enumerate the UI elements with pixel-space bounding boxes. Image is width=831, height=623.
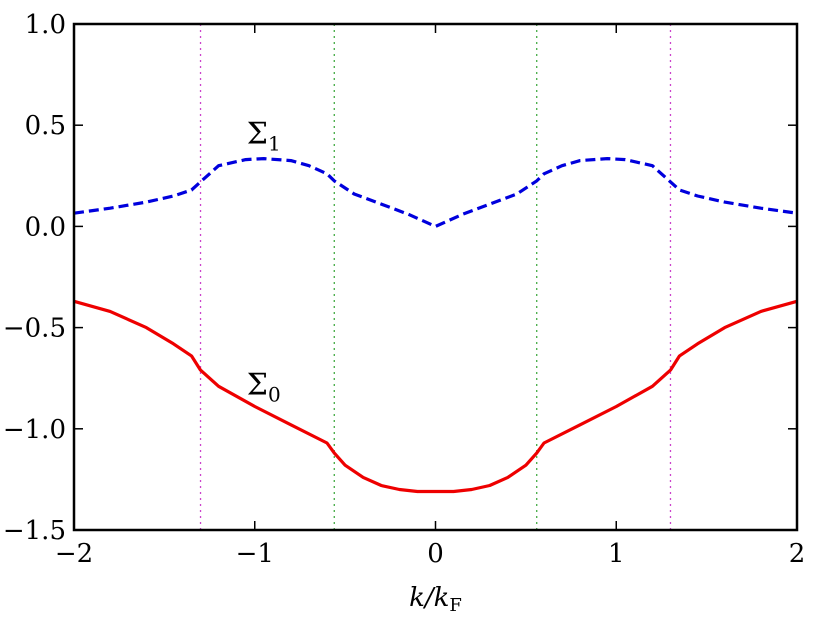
x-tick-label: 2	[789, 539, 806, 569]
x-axis-label-main: k/k	[409, 583, 449, 613]
y-tick-label: −1.0	[3, 415, 66, 445]
x-axis-label-sub: F	[449, 595, 462, 616]
y-tick-label: 1.0	[25, 10, 66, 40]
y-tick-label: −1.5	[3, 516, 66, 546]
x-tick-label: 0	[427, 539, 444, 569]
x-tick-label: −2	[55, 539, 93, 569]
x-tick-label: −1	[236, 539, 274, 569]
series-line-1	[73, 299, 798, 494]
y-tick-label: −0.5	[3, 314, 66, 344]
reference-lines	[199, 24, 672, 530]
annotation-sigma-0: Σ0	[247, 367, 281, 406]
ticks	[73, 23, 798, 531]
tick-labels: −2 −1 0 1 2 1.0 0.5 0.0 −0.5 −1.0 −1.5	[3, 10, 805, 569]
annotation-sigma-1: Σ1	[247, 116, 281, 155]
y-tick-label: 0.0	[25, 212, 66, 242]
plot-frame	[72, 22, 799, 532]
x-tick-label: 1	[608, 539, 625, 569]
y-tick-label: 0.5	[25, 111, 66, 141]
series-group	[73, 157, 798, 494]
annotations: Σ1 Σ0	[247, 116, 281, 406]
series-line-0	[73, 157, 798, 228]
x-axis-label: k/kF	[409, 583, 462, 616]
